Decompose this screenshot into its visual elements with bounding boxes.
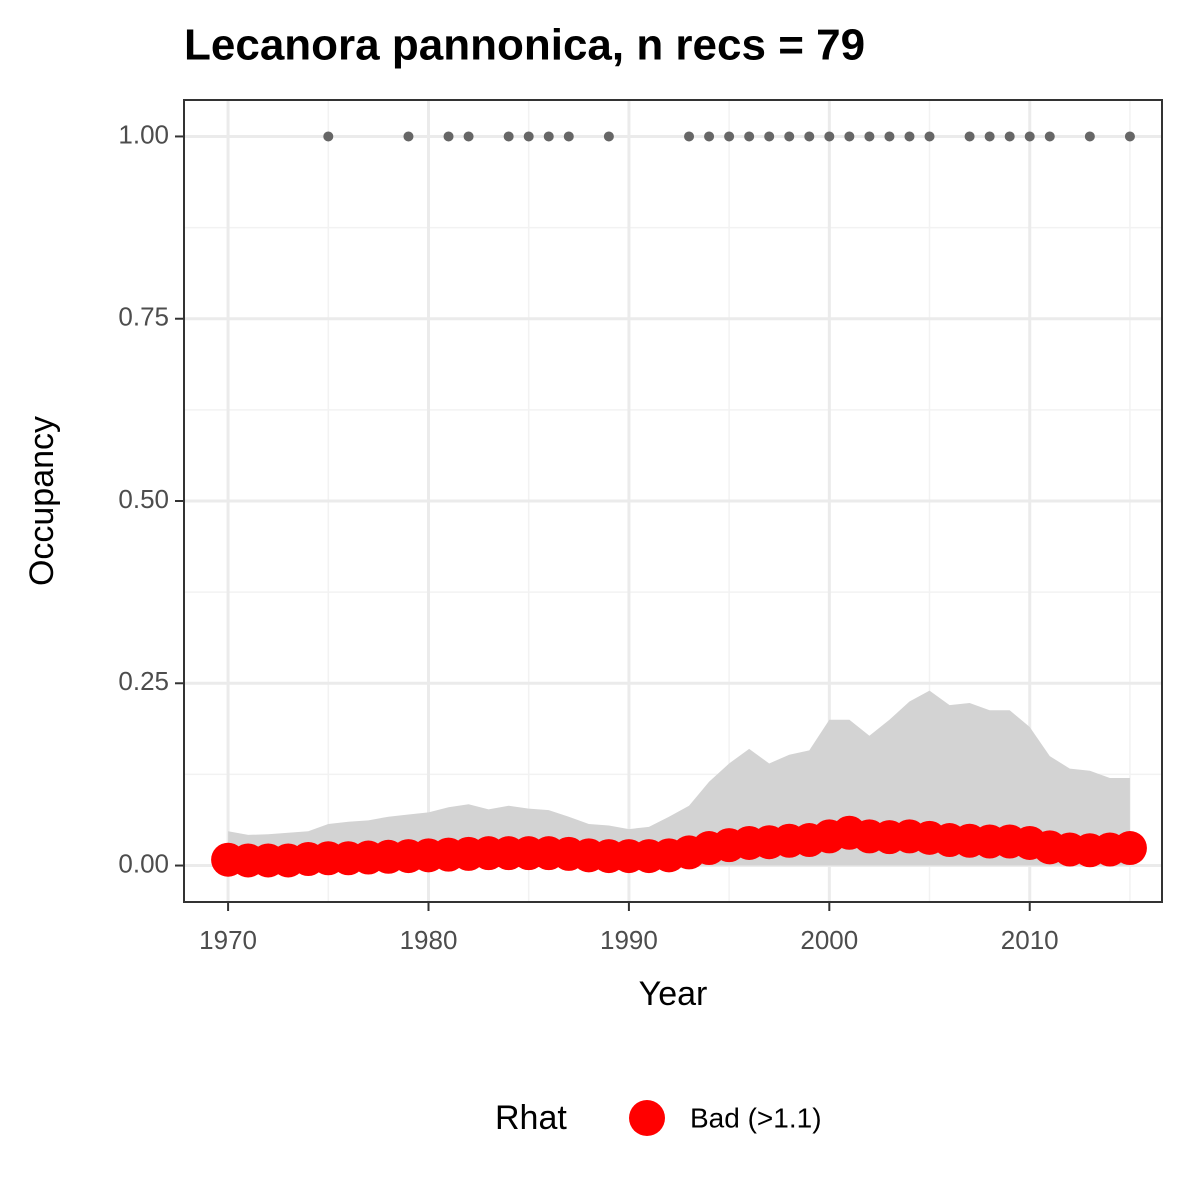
- y-tick-label: 1.00: [118, 119, 169, 149]
- legend-swatch: [629, 1100, 665, 1136]
- record-point: [924, 131, 935, 142]
- record-point: [764, 131, 775, 142]
- record-point: [443, 131, 454, 142]
- plot-border: [183, 99, 1163, 903]
- record-point: [684, 131, 695, 142]
- record-point: [563, 131, 574, 142]
- record-point: [984, 131, 995, 142]
- x-axis-label: Year: [639, 975, 708, 1013]
- x-tick-label: 1980: [400, 925, 458, 955]
- record-point: [1024, 131, 1035, 142]
- record-point: [864, 131, 875, 142]
- record-point: [804, 131, 815, 142]
- y-tick-label: 0.75: [118, 302, 169, 332]
- legend-label: Bad (>1.1): [690, 1102, 822, 1133]
- record-point: [844, 131, 855, 142]
- y-tick-label: 0.50: [118, 484, 169, 514]
- record-point: [724, 131, 735, 142]
- legend-title: Rhat: [495, 1099, 567, 1137]
- y-tick-label: 0.25: [118, 666, 169, 696]
- record-point: [904, 131, 915, 142]
- record-point: [403, 131, 414, 142]
- record-point: [784, 131, 795, 142]
- record-point: [884, 131, 895, 142]
- record-point: [704, 131, 715, 142]
- record-point: [744, 131, 755, 142]
- record-point: [1004, 131, 1015, 142]
- record-point: [1084, 131, 1095, 142]
- record-point: [1044, 131, 1055, 142]
- x-tick-label: 1970: [199, 925, 257, 955]
- x-tick-label: 1990: [600, 925, 658, 955]
- record-point: [543, 131, 554, 142]
- record-point: [964, 131, 975, 142]
- record-point: [463, 131, 474, 142]
- y-axis-label: Occupancy: [23, 416, 61, 586]
- record-point: [603, 131, 614, 142]
- y-tick-label: 0.00: [118, 848, 169, 878]
- record-point: [323, 131, 334, 142]
- record-point: [1124, 131, 1135, 142]
- occupancy-point: [1112, 831, 1147, 866]
- x-tick-label: 2000: [800, 925, 858, 955]
- chart-title: Lecanora pannonica, n recs = 79: [184, 21, 865, 70]
- record-point: [824, 131, 835, 142]
- record-point: [503, 131, 514, 142]
- x-tick-label: 2010: [1001, 925, 1059, 955]
- record-point: [523, 131, 534, 142]
